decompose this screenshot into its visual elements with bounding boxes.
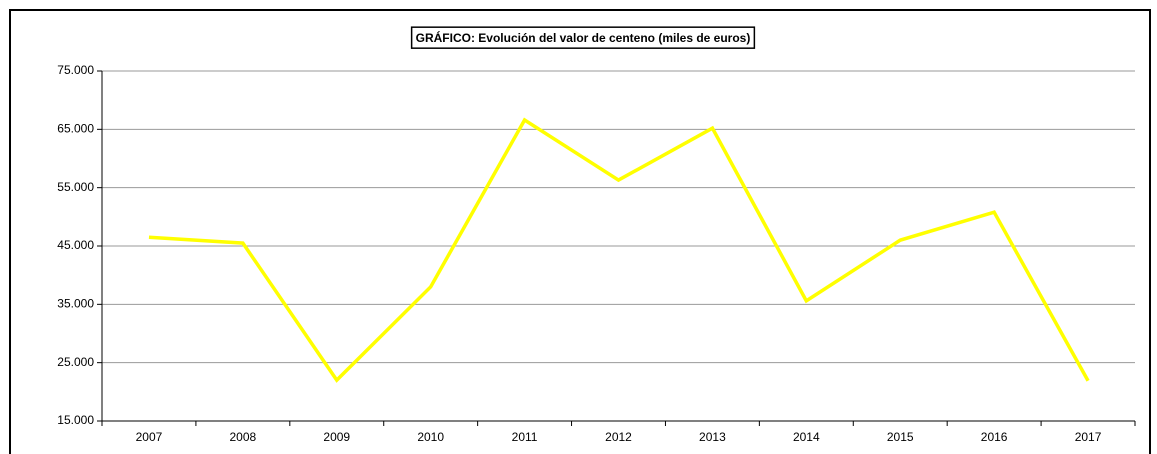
x-tick-label: 2010 xyxy=(417,430,444,444)
title-box xyxy=(410,26,756,49)
y-tick-label: 15.000 xyxy=(57,413,94,427)
y-tick-label: 75.000 xyxy=(57,63,94,77)
y-tick-label: 55.000 xyxy=(57,180,94,194)
chart-frame xyxy=(9,9,1151,454)
chart-title: GRÁFICO: Evolución del valor de centeno … xyxy=(416,30,751,45)
x-tick-label: 2011 xyxy=(512,430,538,444)
data-line xyxy=(148,117,1090,383)
x-tick-label: 2013 xyxy=(699,430,726,444)
x-tick-label: 2012 xyxy=(605,430,632,444)
x-tick-label: 2014 xyxy=(793,430,820,444)
y-tick-label: 25.000 xyxy=(57,355,94,369)
x-tick-label: 2008 xyxy=(230,430,257,444)
x-tick-label: 2015 xyxy=(887,430,914,444)
x-tick-label: 2017 xyxy=(1075,430,1102,444)
x-tick-label: 2009 xyxy=(323,430,350,444)
x-tick-label: 2007 xyxy=(136,430,163,444)
y-tick-label: 35.000 xyxy=(57,297,94,311)
y-tick-label: 65.000 xyxy=(57,122,94,136)
y-tick-label: 45.000 xyxy=(57,238,94,252)
x-tick-label: 2016 xyxy=(981,430,1008,444)
